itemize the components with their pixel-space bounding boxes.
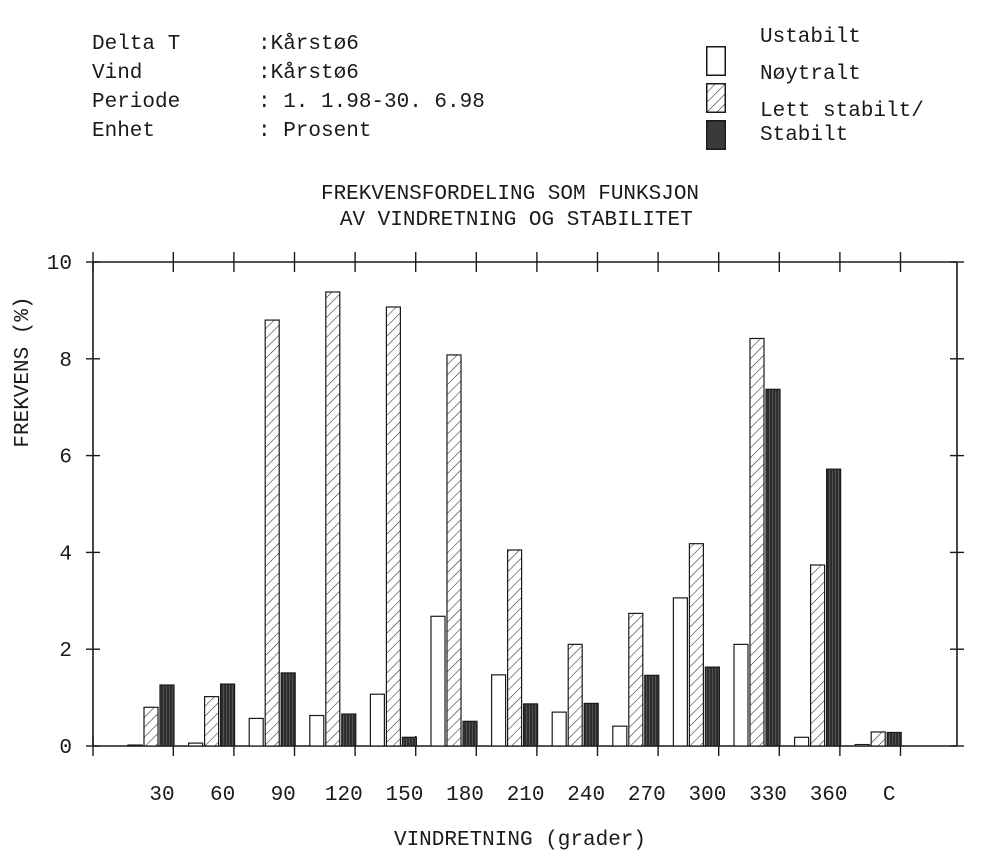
bar-stabilt	[825, 468, 842, 747]
bar-stabilt	[220, 683, 236, 747]
bar-noytralt	[325, 291, 341, 747]
bar-ustabilt	[369, 693, 385, 747]
bar-ustabilt	[733, 643, 749, 747]
x-tick-label: 30	[149, 784, 174, 807]
x-tick-label: 90	[271, 784, 296, 807]
bar-noytralt	[567, 643, 583, 747]
meta-row-vind: Vind :Kårstø6	[92, 59, 485, 88]
bar-ustabilt	[854, 743, 870, 747]
bar-stabilt	[522, 703, 539, 747]
bar-noytralt	[385, 306, 401, 747]
meta-row-delta-t: Delta T :Kårstø6	[92, 30, 485, 59]
bar-ustabilt	[248, 717, 264, 747]
meta-key: Periode	[92, 91, 181, 114]
x-tick-label: 210	[507, 784, 545, 807]
y-tick-label: 0	[59, 737, 72, 760]
x-tick-label: 360	[810, 784, 848, 807]
bars	[127, 291, 902, 747]
y-tick-label: 10	[47, 253, 72, 276]
legend-item-ustabilt: Ustabilt	[706, 22, 861, 118]
bar-noytralt	[809, 564, 826, 747]
bar-stabilt	[765, 388, 781, 747]
bar-noytralt	[446, 354, 462, 747]
meta-key: Delta T	[92, 33, 181, 56]
x-axis-label: VINDRETNING (grader)	[394, 829, 646, 850]
y-tick-label: 4	[59, 543, 72, 566]
bar-ustabilt	[793, 736, 810, 747]
legend-swatch-open	[706, 46, 726, 76]
y-tick-label: 8	[59, 350, 72, 373]
legend-item-noytralt: Nøytralt	[706, 59, 861, 155]
bar-stabilt	[401, 736, 417, 747]
bar-ustabilt	[127, 744, 143, 747]
legend-label: Nøytralt	[760, 63, 861, 86]
bar-stabilt	[159, 684, 175, 747]
x-tick-label: 180	[446, 784, 484, 807]
meta-value: :Kårstø6	[258, 62, 359, 85]
meta-value: : Prosent	[258, 120, 372, 143]
bar-stabilt	[886, 731, 902, 747]
bar-ustabilt	[551, 711, 567, 747]
chart-title-line-2: AV VINDRETNING OG STABILITET	[327, 209, 692, 232]
meta-value: : 1. 1.98-30. 6.98	[258, 91, 485, 114]
y-axis-label: FREKVENS (%)	[12, 296, 35, 447]
meta-key: Enhet	[92, 120, 156, 143]
bar-noytralt	[870, 731, 886, 747]
x-tick-label: 60	[210, 784, 235, 807]
bar-stabilt	[704, 666, 721, 747]
bar-ustabilt	[430, 615, 446, 747]
x-tick-label: 270	[628, 784, 666, 807]
bar-ustabilt	[491, 674, 507, 747]
bar-noytralt	[204, 696, 220, 747]
x-tick-label: C	[883, 784, 896, 807]
meta-row-periode: Periode : 1. 1.98-30. 6.98	[92, 88, 485, 117]
y-tick-label: 2	[59, 640, 72, 663]
meta-key: Vind	[92, 62, 143, 85]
legend-swatch-dark	[706, 120, 726, 150]
x-tick-label: 120	[325, 784, 363, 807]
legend-item-stabilt: Lett stabilt/ Stabilt	[706, 96, 924, 192]
bar-stabilt	[341, 713, 357, 747]
bar-ustabilt	[309, 714, 325, 747]
chart-title-line-1: FREKVENSFORDELING SOM FUNKSJON	[321, 183, 699, 206]
bar-stabilt	[280, 672, 296, 747]
x-tick-label: 150	[385, 784, 423, 807]
bar-stabilt	[644, 674, 660, 747]
y-tick-label: 6	[59, 447, 72, 470]
bar-noytralt	[143, 706, 159, 747]
bar-noytralt	[628, 612, 644, 747]
meta-value: :Kårstø6	[258, 33, 359, 56]
x-tick-label: 240	[567, 784, 605, 807]
legend-label: Lett stabilt/ Stabilt	[760, 100, 924, 147]
bar-noytralt	[507, 549, 523, 747]
legend-swatch-hatched	[706, 83, 726, 113]
bar-noytralt	[264, 319, 280, 747]
bar-ustabilt	[188, 742, 204, 747]
x-tick-label: 330	[749, 784, 787, 807]
bar-noytralt	[688, 543, 705, 747]
header-info: Delta T :Kårstø6 Vind :Kårstø6 Periode :…	[92, 30, 485, 146]
bar-ustabilt	[672, 597, 689, 747]
bar-stabilt	[462, 720, 478, 747]
bar-noytralt	[749, 337, 765, 747]
bar-stabilt	[583, 702, 599, 747]
meta-row-enhet: Enhet : Prosent	[92, 117, 485, 146]
x-tick-label: 300	[688, 784, 726, 807]
legend-label: Ustabilt	[760, 26, 861, 49]
bar-ustabilt	[612, 725, 628, 747]
axis-labels: 0 2 4 6 8 10 30 60 90 120 150 180 210 240 270 300 330 360…	[12, 253, 896, 850]
